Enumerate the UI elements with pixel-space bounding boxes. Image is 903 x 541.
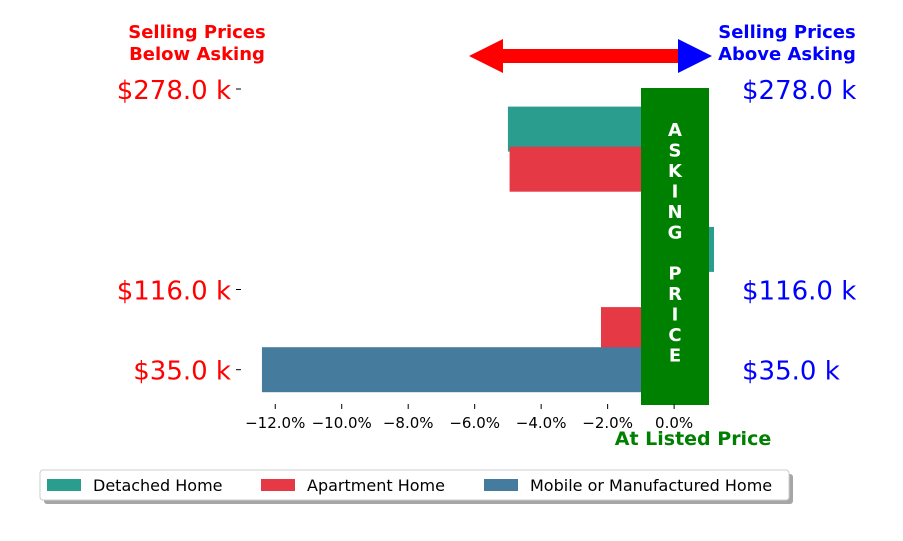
arrow-shaft	[500, 49, 686, 63]
below-asking-label: Selling Prices Below Asking	[128, 22, 265, 65]
above-asking-label: Selling Prices Above Asking	[718, 22, 856, 65]
legend-swatch	[47, 479, 81, 491]
x-axis-label: At Listed Price	[615, 428, 771, 450]
bar-mobile-or-manufactured-home-4	[261, 347, 675, 393]
y-label-right: $116.0 k	[742, 277, 856, 307]
legend-label: Apartment Home	[307, 476, 445, 495]
legend-label: Detached Home	[93, 476, 223, 495]
asking-price-rect	[641, 88, 709, 405]
x-tick-label: −4.0%	[516, 414, 567, 432]
legend-swatch	[484, 479, 518, 491]
x-tick-label: −6.0%	[449, 414, 500, 432]
legend-label: Mobile or Manufactured Home	[530, 476, 772, 495]
x-tick-label: 0.0%	[655, 414, 693, 432]
x-tick-label: −8.0%	[383, 414, 434, 432]
y-label-left: $116.0 k	[117, 277, 231, 307]
y-label-left: $278.0 k	[117, 76, 231, 106]
y-label-left: $35.0 k	[133, 357, 231, 387]
y-label-right: $278.0 k	[742, 76, 856, 106]
legend-swatch	[261, 479, 295, 491]
y-label-right: $35.0 k	[742, 357, 840, 387]
legend: Detached Home Apartment Home Mobile or Man…	[39, 469, 793, 504]
x-tick-label: −10.0%	[312, 414, 372, 432]
x-axis: −12.0% −10.0% −8.0% −6.0% −4.0% −2.0% 0.0%At L…	[245, 404, 771, 450]
legend-box	[39, 469, 790, 501]
x-tick-label: −2.0%	[582, 414, 633, 432]
y-labels: $278.0 k $278.0 k $116.0 k $116.0 k $35.0 k $…	[117, 76, 857, 387]
x-tick-label: −12.0%	[245, 414, 305, 432]
arrow-right-icon	[678, 39, 712, 73]
header: Selling Prices Below Asking Selling Prices…	[128, 22, 856, 73]
